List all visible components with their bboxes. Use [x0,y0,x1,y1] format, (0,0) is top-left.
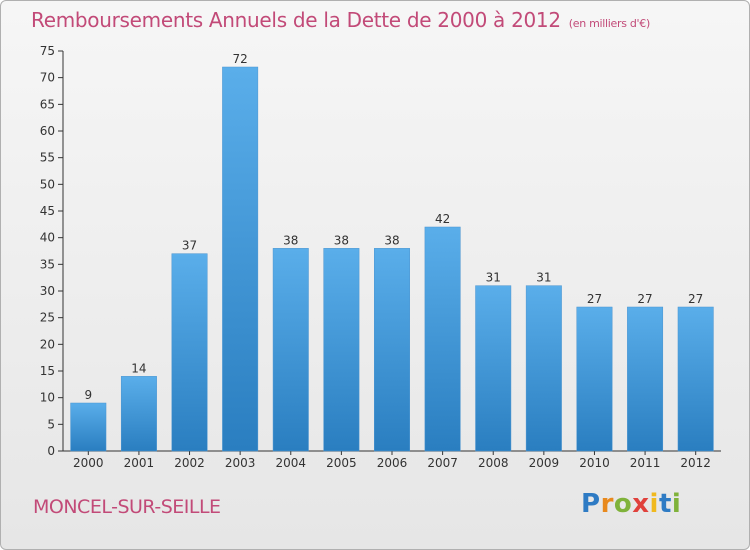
y-tick-label: 40 [40,231,55,245]
x-tick-label: 2007 [427,456,458,470]
bar-value-label: 72 [233,52,248,66]
chart-subtitle: (en milliers d'€) [568,17,650,30]
logo-letter: i [671,489,682,519]
y-tick-label: 45 [40,204,55,218]
bar [171,253,208,452]
bar-value-label: 9 [84,388,92,402]
bar [525,285,562,452]
y-tick-label: 10 [40,391,55,405]
bar [677,306,714,452]
bar [576,306,613,452]
bar-value-label: 38 [384,233,399,247]
bar-value-label: 27 [688,292,703,306]
bar-value-label: 31 [486,271,501,285]
bar [120,376,157,452]
bar [323,248,360,452]
bar [272,248,309,452]
x-tick-label: 2012 [680,456,711,470]
axes: 0 5 10 15 20 25 30 35 40 45 50 55 60 65 70 75 [40,44,721,458]
x-tick-label: 2003 [225,456,256,470]
y-tick-label: 0 [47,444,55,458]
y-tick-label: 55 [40,151,55,165]
bar-value-label: 38 [283,233,298,247]
y-tick-label: 20 [40,337,55,351]
logo-letter: x [632,489,650,519]
chart-title-text: Remboursements Annuels de la Dette de 20… [31,8,561,32]
x-tick-label: 2000 [73,456,104,470]
bar-value-label: 37 [182,239,197,253]
y-tick-label: 70 [40,71,55,85]
chart-title: Remboursements Annuels de la Dette de 20… [31,8,650,32]
y-tick-label: 75 [40,44,55,58]
y-tick-label: 35 [40,257,55,271]
x-tick-label: 2002 [174,456,205,470]
logo-letter: i [649,489,659,519]
bar [374,248,410,452]
y-tick-label: 15 [40,364,55,378]
logo-letter: r [600,489,614,519]
bar [627,306,664,452]
x-tick-label: 2004 [275,456,306,470]
bar-value-label: 27 [587,292,602,306]
bar [475,285,512,452]
bar-value-label: 31 [536,271,551,285]
x-tick-label: 2005 [326,456,357,470]
bar-value-label: 14 [131,361,146,375]
x-tick-label: 2011 [630,456,661,470]
proxiti-logo: Proxiti [581,489,681,519]
y-tick-label: 65 [40,97,55,111]
y-tick-label: 25 [40,311,55,325]
commune-name: MONCEL-SUR-SEILLE [33,496,221,518]
bar [424,226,461,452]
x-tick-label: 2001 [124,456,155,470]
logo-letter: t [658,489,672,519]
bar-value-label: 27 [637,292,652,306]
bar-value-label: 38 [334,233,349,247]
logo-letter: P [581,489,601,519]
bar-value-label: 42 [435,212,450,226]
bar [222,66,259,452]
bars [70,66,714,452]
bar [70,402,107,452]
y-tick-label: 30 [40,284,55,298]
x-tick-label: 2008 [478,456,509,470]
x-tick-label: 2010 [579,456,610,470]
y-tick-label: 50 [40,177,55,191]
x-tick-label: 2006 [377,456,408,470]
logo-letter: o [613,489,633,519]
y-tick-label: 5 [47,417,55,431]
x-tick-label: 2009 [529,456,560,470]
y-tick-label: 60 [40,124,55,138]
labels: 9 2000 14 2001 37 2002 72 2003 38 2004 38 2005 38 200… [73,52,711,470]
